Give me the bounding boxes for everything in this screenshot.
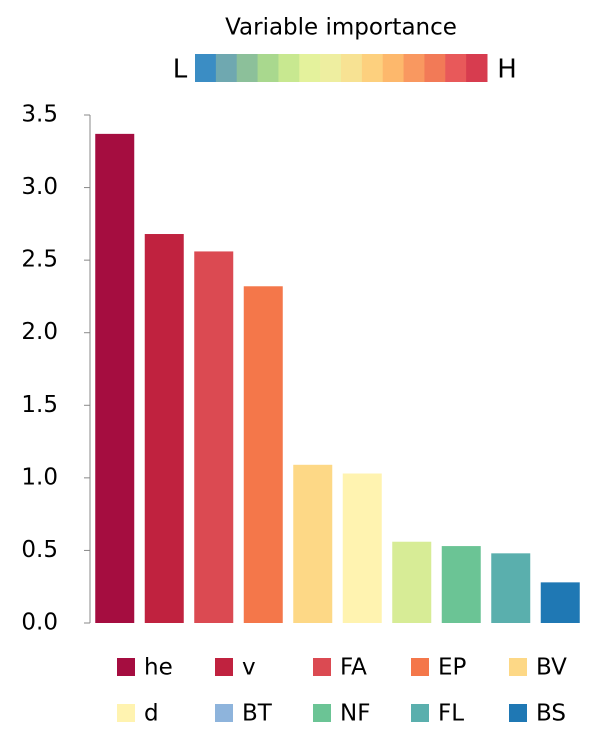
legend-label: BV — [536, 655, 567, 681]
colorbar-swatch — [361, 54, 384, 82]
colorbar-swatch — [236, 54, 259, 82]
colorbar-swatch — [278, 54, 300, 82]
legend-swatch — [215, 704, 233, 722]
y-tick-label: 1.5 — [21, 392, 58, 418]
colorbar-low: L — [173, 55, 188, 85]
colorbar-swatch — [195, 54, 217, 82]
bar — [293, 464, 333, 623]
y-tick-label: 1.0 — [21, 464, 58, 490]
legend-swatch — [215, 658, 233, 676]
legend-label: EP — [438, 655, 467, 681]
bar — [95, 133, 135, 623]
legend-swatch — [117, 704, 135, 722]
bar — [392, 541, 432, 623]
legend-swatch — [509, 704, 527, 722]
legend-label: BS — [536, 701, 566, 727]
y-tick-label: 3.5 — [21, 102, 58, 128]
y-tick-label: 3.0 — [21, 174, 58, 200]
legend-swatch — [411, 658, 429, 676]
bar — [540, 582, 580, 623]
legend-swatch — [117, 658, 135, 676]
y-tick-label: 0.0 — [21, 610, 58, 636]
colorbar-swatch — [257, 54, 279, 82]
legend-swatch — [411, 704, 429, 722]
bar — [144, 234, 184, 623]
bar — [491, 553, 531, 623]
colorbar-swatch — [403, 54, 425, 82]
y-tick-label: 2.0 — [21, 319, 58, 345]
legend-label: BT — [242, 701, 273, 727]
legend-label: FA — [340, 655, 367, 681]
bar — [441, 546, 481, 623]
legend-label: FL — [438, 701, 464, 727]
legend-swatch — [509, 658, 527, 676]
bar — [243, 286, 283, 623]
legend-swatch — [313, 704, 331, 722]
colorbar-swatch — [382, 54, 405, 82]
y-tick-label: 2.5 — [21, 247, 58, 273]
legend-label: v — [242, 655, 256, 681]
y-tick-label: 0.5 — [21, 537, 58, 563]
colorbar-swatch — [341, 54, 363, 82]
colorbar-swatch — [299, 54, 321, 82]
legend-label: NF — [340, 701, 370, 727]
bar — [342, 473, 382, 623]
colorbar-high: H — [497, 55, 517, 85]
legend-swatch — [313, 658, 331, 676]
colorbar-swatch — [215, 54, 238, 82]
bar — [194, 251, 234, 624]
legend-label: he — [144, 655, 173, 681]
legend-label: d — [144, 701, 159, 727]
colorbar-swatch — [320, 54, 342, 82]
colorbar-swatch — [424, 54, 446, 82]
colorbar-swatch — [466, 54, 488, 82]
colorbar-swatch — [445, 54, 467, 82]
chart-title: Variable importance — [225, 15, 457, 41]
